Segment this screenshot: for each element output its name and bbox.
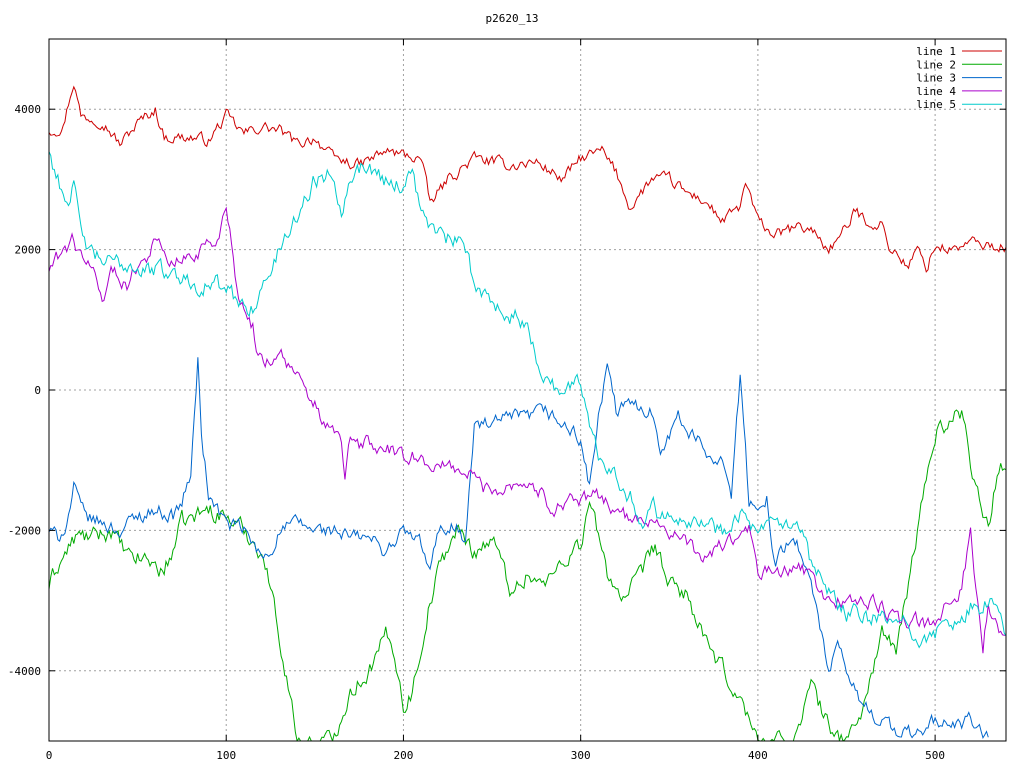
y-tick-label: 2000: [15, 244, 42, 257]
axis-ticks: 0 100 200 300 400 500 -4000 -2000 0 2000 4000: [8, 39, 1006, 762]
x-tick-label: 100: [216, 749, 236, 762]
series-line-2: [49, 409, 1006, 741]
chart-title: p2620_13: [486, 12, 539, 25]
legend-label: line 5: [916, 98, 956, 111]
x-tick-label: 300: [571, 749, 591, 762]
series-line-5: [49, 151, 1006, 649]
x-tick-label: 400: [748, 749, 768, 762]
series-line-4: [49, 206, 1006, 654]
grid-lines: [49, 39, 1006, 741]
series-line-1: [49, 85, 1006, 273]
legend-label: line 3: [916, 72, 956, 85]
y-tick-label: -2000: [8, 524, 41, 537]
y-tick-label: -4000: [8, 665, 41, 678]
y-tick-label: 4000: [15, 103, 42, 116]
series-layer: [49, 85, 1006, 741]
series-line-3: [49, 357, 989, 740]
legend-label: line 4: [916, 85, 956, 98]
legend-label: line 2: [916, 58, 956, 71]
y-tick-label: 0: [34, 384, 41, 397]
x-tick-label: 0: [46, 749, 53, 762]
x-tick-label: 500: [925, 749, 945, 762]
legend-label: line 1: [916, 45, 956, 58]
x-tick-label: 200: [394, 749, 414, 762]
